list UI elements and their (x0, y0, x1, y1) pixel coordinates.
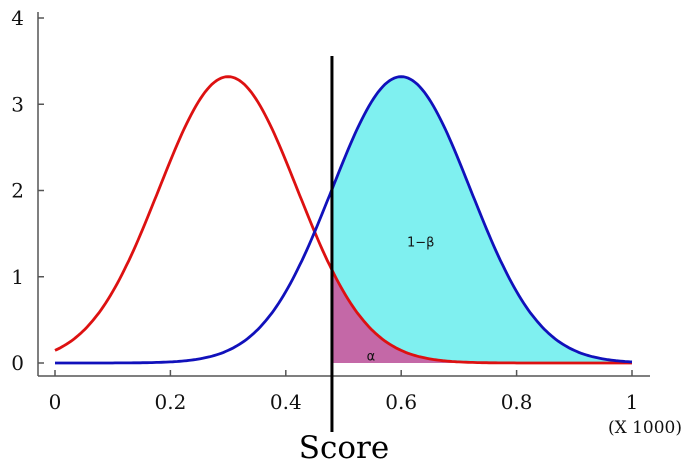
y-tick-label: 4 (11, 6, 24, 30)
alpha-annotation: α (367, 349, 376, 364)
series-1-line (54, 75, 632, 365)
y-tick-label: 1 (11, 265, 24, 289)
x-tick-label: 0.6 (385, 390, 417, 414)
x-tick-label: 0 (49, 390, 62, 414)
curves (54, 75, 633, 365)
x-tick-label: 1 (626, 390, 639, 414)
x-multiplier-label: (X 1000) (608, 418, 682, 438)
alpha-region (331, 270, 632, 363)
x-tick-label: 0.2 (154, 390, 186, 414)
y-tick-label: 0 (11, 351, 24, 375)
y-tick-label: 2 (11, 179, 24, 203)
x-ticks: 0 0.2 0.4 0.6 0.8 1 (49, 370, 639, 414)
x-tick-label: 0.8 (501, 390, 533, 414)
y-tick-label: 3 (11, 92, 24, 116)
x-tick-label: 0.4 (270, 390, 302, 414)
series-2-line (55, 75, 633, 365)
power-annotation: 1−β (407, 236, 434, 251)
y-ticks: 0 1 2 3 4 (11, 6, 44, 375)
x-axis-title: Score (299, 430, 389, 466)
axes (37, 12, 650, 377)
